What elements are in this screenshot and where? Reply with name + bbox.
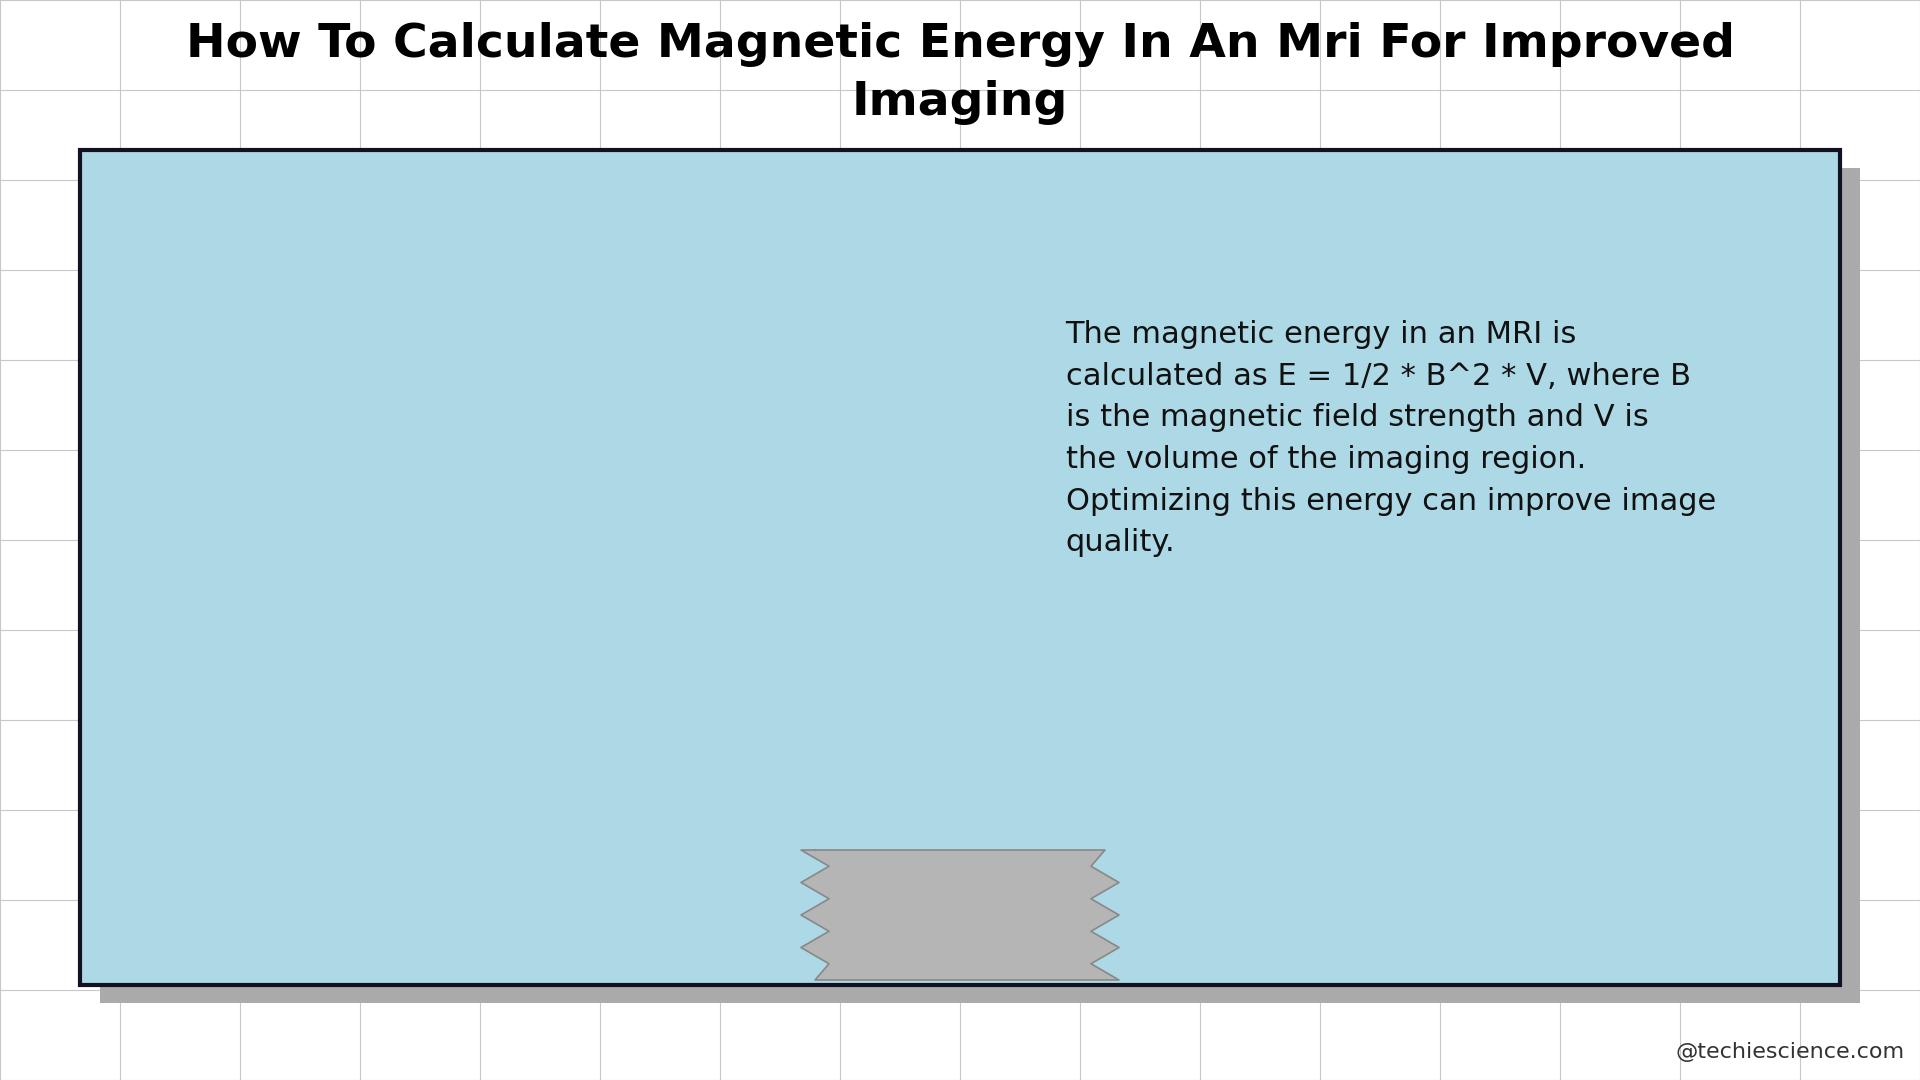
FancyBboxPatch shape — [81, 150, 1839, 985]
FancyBboxPatch shape — [100, 168, 1860, 1003]
Text: How To Calculate Magnetic Energy In An Mri For Improved: How To Calculate Magnetic Energy In An M… — [186, 22, 1734, 67]
Text: Imaging: Imaging — [852, 80, 1068, 125]
Text: @techiescience.com: @techiescience.com — [1676, 1042, 1905, 1062]
Polygon shape — [801, 850, 1119, 980]
Text: The magnetic energy in an MRI is
calculated as E = 1/2 * B^2 * V, where B
is the: The magnetic energy in an MRI is calcula… — [1066, 320, 1716, 557]
